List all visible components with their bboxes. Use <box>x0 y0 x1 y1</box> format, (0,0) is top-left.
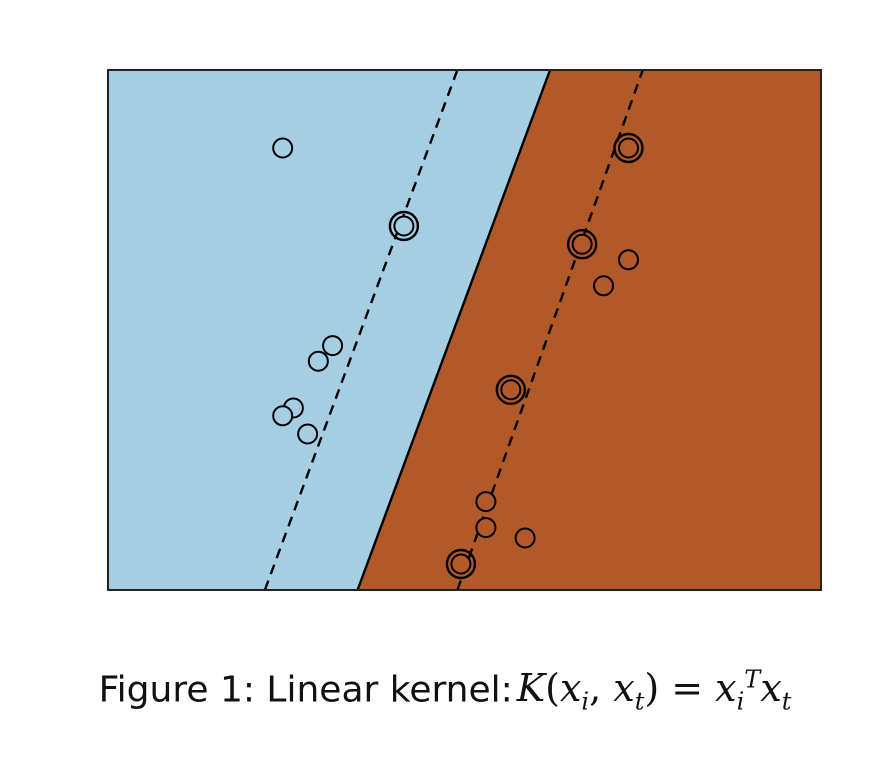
caption-formula: K(xi, xt) = xiTxt <box>516 665 792 716</box>
data-point <box>322 335 344 357</box>
data-point <box>272 405 294 427</box>
caption-prefix: Figure 1: Linear kernel: <box>98 669 513 711</box>
support-vector-ring <box>445 548 477 580</box>
data-point <box>593 275 615 297</box>
data-point <box>475 491 497 513</box>
svm-decision-plot <box>107 69 822 591</box>
data-point <box>475 517 497 539</box>
data-point <box>617 137 639 159</box>
data-point <box>272 137 294 159</box>
data-point <box>500 379 522 401</box>
data-point <box>297 423 319 445</box>
support-vector-ring <box>495 374 527 405</box>
plot-frame <box>107 69 822 591</box>
data-point <box>571 233 593 255</box>
figure-caption: Figure 1: Linear kernel: K(xi, xt) = xiT… <box>0 665 890 735</box>
data-point <box>393 215 415 237</box>
data-point <box>514 527 536 549</box>
region-negative <box>108 70 551 590</box>
data-point <box>307 350 329 372</box>
support-vector-ring <box>566 228 598 260</box>
decision-boundary-line <box>356 69 552 591</box>
support-vector-ring <box>613 132 644 164</box>
margin-line-1 <box>263 69 459 591</box>
data-point <box>450 553 472 575</box>
data-point <box>617 249 639 271</box>
support-vector-ring <box>388 210 420 242</box>
region-positive <box>357 70 821 590</box>
